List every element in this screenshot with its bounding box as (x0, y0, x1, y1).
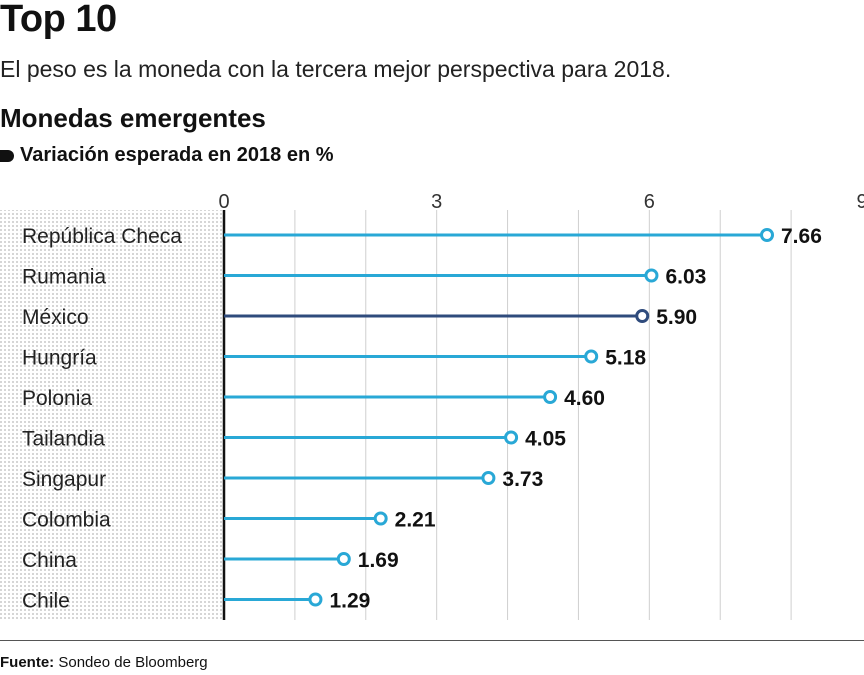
lollipop-point (635, 309, 650, 323)
page-subtitle: El peso es la moneda con la tercera mejo… (0, 56, 672, 82)
x-axis-ticks: 0 3 6 9 (218, 191, 864, 213)
lollipop-point (644, 268, 659, 283)
value-label: 5.90 (656, 306, 697, 329)
chart-title: Monedas emergentes (0, 103, 266, 133)
lollipop-point (584, 349, 599, 364)
category-label: Colombia (22, 509, 111, 532)
chart-marks: República Checa 7.66 Rumania 6.03 México 5.90… (22, 225, 822, 613)
lollipop-point (336, 552, 351, 566)
lollipop-point (373, 511, 388, 526)
chart-subtitle-text: Variación esperada en 2018 en % (20, 144, 334, 166)
gridlines (222, 210, 792, 620)
category-label: Polonia (22, 387, 92, 410)
lollipop-point (760, 228, 775, 242)
x-tick-label: 3 (431, 191, 442, 213)
value-label: 1.29 (329, 590, 370, 613)
lollipop-point (481, 471, 496, 485)
value-label: 2.21 (395, 509, 436, 532)
x-tick-label: 6 (644, 191, 655, 213)
x-tick-label: 9 (856, 191, 864, 213)
source-note: Fuente: Sondeo de Bloomberg (0, 654, 208, 671)
value-label: 4.05 (525, 428, 566, 451)
value-label: 4.60 (564, 387, 605, 410)
category-label: República Checa (22, 225, 182, 248)
source-label: Fuente: (0, 654, 55, 671)
chart-subtitle: Variación esperada en 2018 en % (0, 144, 334, 167)
label-panel-background (0, 210, 224, 620)
category-label: México (22, 306, 89, 329)
value-label: 3.73 (502, 468, 543, 491)
lollipop-point (308, 592, 323, 607)
source-text: Sondeo de Bloomberg (58, 654, 208, 671)
footer-divider (0, 640, 864, 641)
subtitle-marker-icon (0, 149, 14, 162)
lollipop-point (504, 430, 519, 445)
value-label: 5.18 (605, 347, 646, 370)
category-label: China (22, 549, 77, 572)
lollipop-point (543, 390, 558, 404)
category-label: Tailandia (22, 428, 105, 451)
x-tick-label: 0 (218, 191, 229, 213)
page-title: Top 10 (0, 0, 117, 40)
lollipop-chart: 0 3 6 9 República Checa 7.66 Rumania 6.03 Méxic… (0, 191, 864, 620)
value-label: 7.66 (781, 225, 822, 248)
value-label: 1.69 (358, 549, 399, 572)
value-label: 6.03 (665, 266, 706, 289)
category-label: Chile (22, 590, 70, 613)
label-background (0, 210, 224, 620)
category-label: Rumania (22, 266, 106, 289)
category-label: Hungría (22, 347, 97, 370)
category-label: Singapur (22, 468, 106, 491)
